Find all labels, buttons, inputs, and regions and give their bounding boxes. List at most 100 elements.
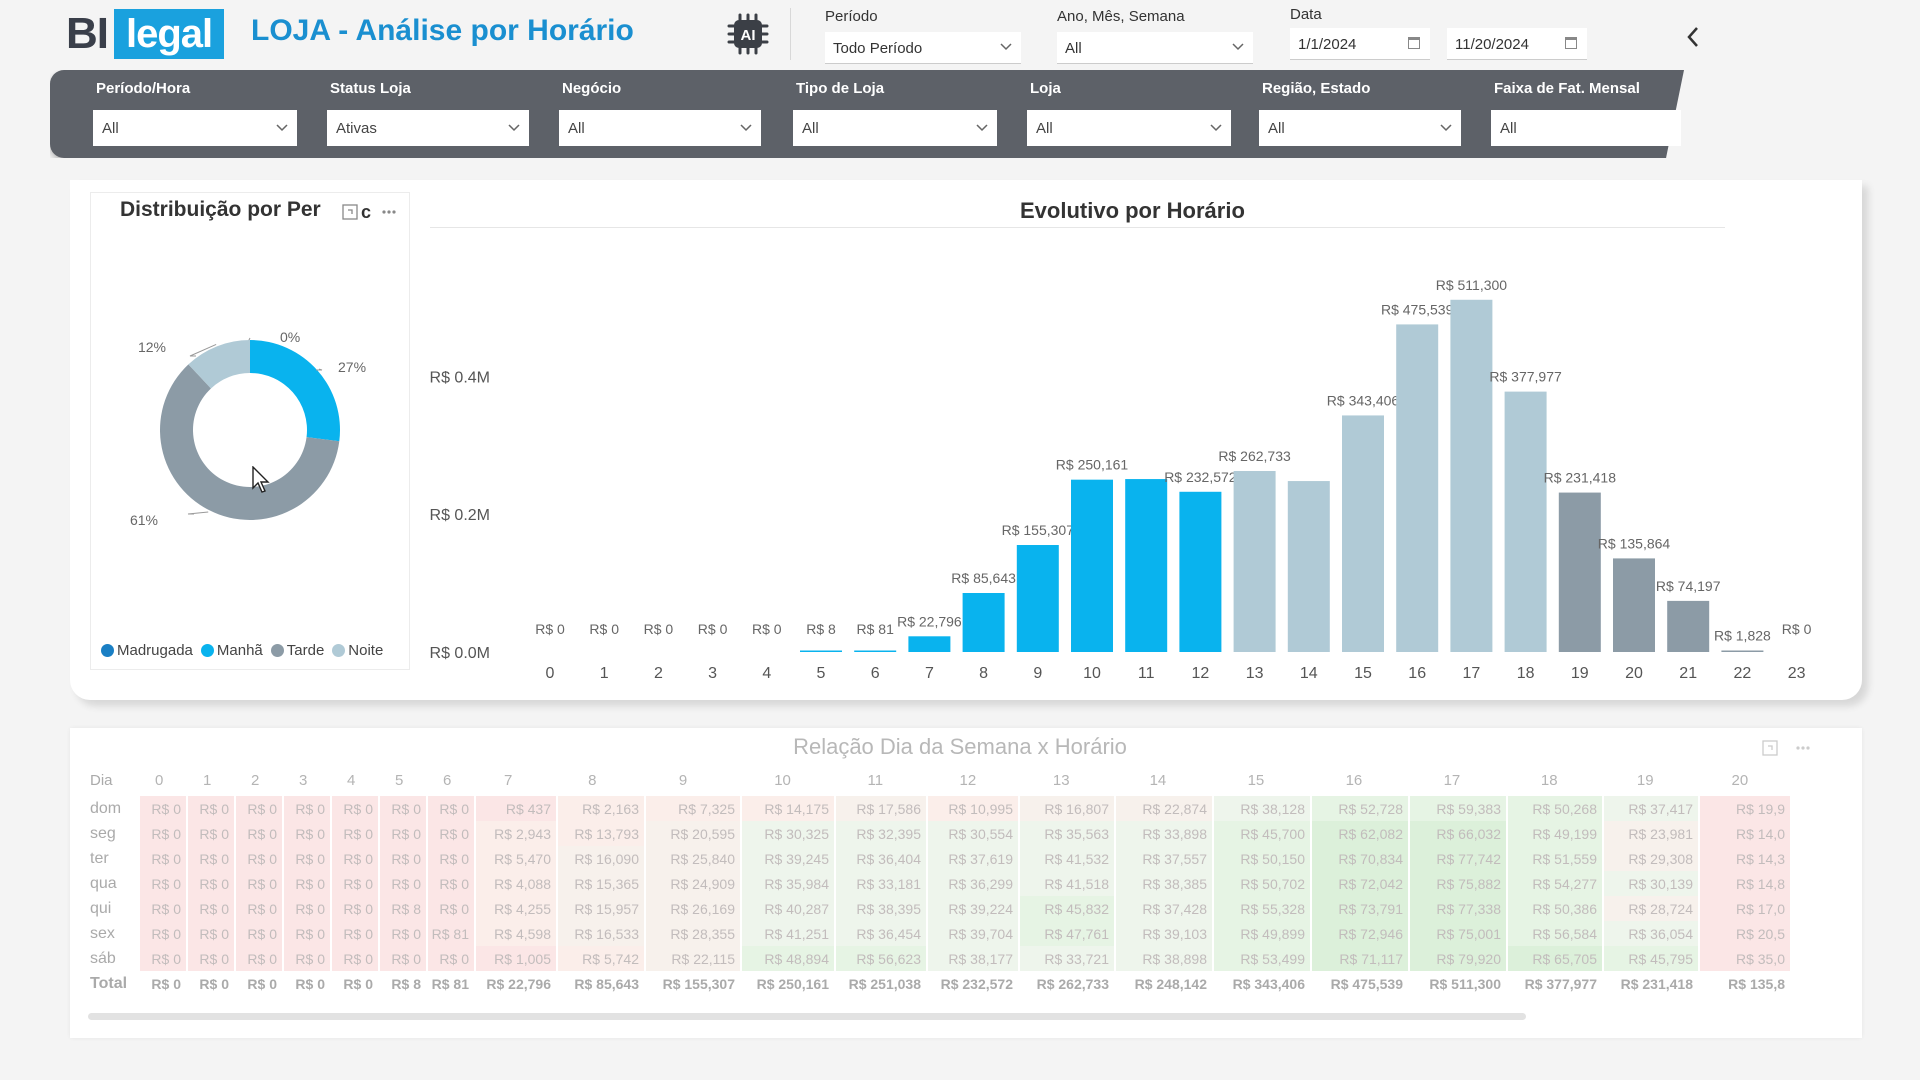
matrix-cell[interactable]: R$ 5,470 bbox=[476, 846, 556, 871]
matrix-column-header[interactable]: 13 bbox=[1052, 772, 1070, 789]
matrix-cell[interactable]: R$ 79,920 bbox=[1410, 946, 1506, 971]
matrix-cell[interactable]: R$ 53,499 bbox=[1214, 946, 1310, 971]
matrix-cell[interactable]: R$ 37,417 bbox=[1604, 796, 1698, 821]
matrix-cell[interactable]: R$ 251,038 bbox=[848, 976, 921, 992]
bar[interactable] bbox=[1613, 558, 1655, 652]
calendar-icon[interactable] bbox=[1565, 37, 1577, 49]
focus-mode-icon[interactable] bbox=[342, 204, 358, 220]
matrix-cell[interactable]: R$ 0 bbox=[284, 896, 330, 921]
date-start-input[interactable]: 1/1/2024 bbox=[1290, 28, 1430, 60]
matrix-cell[interactable]: R$ 231,418 bbox=[1620, 976, 1693, 992]
matrix-cell[interactable]: R$ 437 bbox=[476, 796, 556, 821]
matrix-cell[interactable]: R$ 5,742 bbox=[558, 946, 644, 971]
matrix-cell[interactable]: R$ 66,032 bbox=[1410, 821, 1506, 846]
matrix-cell[interactable]: R$ 4,598 bbox=[476, 921, 556, 946]
matrix-cell[interactable]: R$ 2,943 bbox=[476, 821, 556, 846]
matrix-cell[interactable]: R$ 50,702 bbox=[1214, 871, 1310, 896]
matrix-cell[interactable]: R$ 36,054 bbox=[1604, 921, 1698, 946]
matrix-cell[interactable]: R$ 0 bbox=[332, 821, 378, 846]
matrix-cell[interactable]: R$ 50,386 bbox=[1508, 896, 1602, 921]
matrix-cell[interactable]: R$ 20,595 bbox=[646, 821, 740, 846]
matrix-cell[interactable]: R$ 0 bbox=[332, 921, 378, 946]
matrix-cell[interactable]: R$ 0 bbox=[188, 821, 234, 846]
filter-dropdown[interactable]: All bbox=[559, 110, 761, 146]
matrix-cell[interactable]: R$ 0 bbox=[247, 976, 277, 992]
bar[interactable] bbox=[800, 650, 842, 653]
matrix-cell[interactable]: R$ 0 bbox=[332, 946, 378, 971]
matrix-cell[interactable]: R$ 22,115 bbox=[646, 946, 740, 971]
matrix-column-header[interactable]: 0 bbox=[155, 772, 164, 789]
matrix-cell[interactable]: R$ 49,199 bbox=[1508, 821, 1602, 846]
matrix-column-header[interactable]: 5 bbox=[395, 772, 404, 789]
matrix-column-header[interactable]: 10 bbox=[774, 772, 791, 789]
matrix-cell[interactable]: R$ 0 bbox=[284, 796, 330, 821]
matrix-cell[interactable]: R$ 85,643 bbox=[574, 976, 639, 992]
ai-chip-icon[interactable]: AI bbox=[726, 12, 770, 56]
matrix-column-header[interactable]: 16 bbox=[1345, 772, 1363, 789]
matrix-cell[interactable]: R$ 50,268 bbox=[1508, 796, 1602, 821]
matrix-cell[interactable]: R$ 25,840 bbox=[646, 846, 740, 871]
matrix-column-header[interactable]: 12 bbox=[959, 772, 977, 789]
matrix-cell[interactable]: R$ 32,395 bbox=[836, 821, 926, 846]
matrix-cell[interactable]: R$ 30,139 bbox=[1604, 871, 1698, 896]
matrix-cell[interactable]: R$ 54,277 bbox=[1508, 871, 1602, 896]
matrix-cell[interactable]: R$ 48,894 bbox=[742, 946, 834, 971]
matrix-column-header[interactable]: 3 bbox=[299, 772, 308, 789]
matrix-cell[interactable]: R$ 0 bbox=[236, 871, 282, 896]
matrix-cell[interactable]: R$ 0 bbox=[188, 921, 234, 946]
matrix-cell[interactable]: R$ 38,385 bbox=[1116, 871, 1212, 896]
matrix-column-header[interactable]: 4 bbox=[347, 772, 356, 789]
bar[interactable] bbox=[1233, 471, 1276, 652]
matrix-cell[interactable]: R$ 17,0 bbox=[1700, 896, 1790, 921]
matrix-row-header[interactable]: Dia bbox=[90, 772, 113, 789]
matrix-cell[interactable]: R$ 0 bbox=[140, 896, 186, 921]
matrix-cell[interactable]: R$ 0 bbox=[332, 796, 378, 821]
horizontal-scrollbar[interactable] bbox=[88, 1013, 1526, 1020]
matrix-cell[interactable]: R$ 0 bbox=[188, 946, 234, 971]
matrix-cell[interactable]: R$ 35,0 bbox=[1700, 946, 1790, 971]
matrix-cell[interactable]: R$ 0 bbox=[332, 896, 378, 921]
matrix-cell[interactable]: R$ 0 bbox=[295, 976, 325, 992]
matrix-cell[interactable]: R$ 13,793 bbox=[558, 821, 644, 846]
matrix-cell[interactable]: R$ 250,161 bbox=[756, 976, 829, 992]
matrix-cell[interactable]: R$ 37,557 bbox=[1116, 846, 1212, 871]
bar[interactable] bbox=[1450, 299, 1493, 652]
chevron-left-icon[interactable] bbox=[1682, 22, 1704, 52]
table-row[interactable]: sáb R$ 0 R$ 0 R$ 0 R$ 0 R$ 0 R$ 0 R$ 0 R$ 1,005 R… bbox=[80, 946, 1830, 971]
matrix-cell[interactable]: R$ 0 bbox=[140, 946, 186, 971]
bar[interactable] bbox=[1179, 491, 1222, 652]
matrix-cell[interactable]: R$ 45,795 bbox=[1604, 946, 1698, 971]
matrix-cell[interactable]: R$ 38,395 bbox=[836, 896, 926, 921]
matrix-cell[interactable]: R$ 0 bbox=[151, 976, 181, 992]
matrix-cell[interactable]: R$ 36,454 bbox=[836, 921, 926, 946]
matrix-cell[interactable]: R$ 24,909 bbox=[646, 871, 740, 896]
matrix-cell[interactable]: R$ 475,539 bbox=[1330, 976, 1403, 992]
more-options-icon[interactable] bbox=[382, 210, 396, 214]
matrix-cell[interactable]: R$ 14,3 bbox=[1700, 846, 1790, 871]
matrix-cell[interactable]: R$ 0 bbox=[284, 871, 330, 896]
matrix-cell[interactable]: R$ 75,882 bbox=[1410, 871, 1506, 896]
matrix-cell[interactable]: R$ 16,807 bbox=[1020, 796, 1114, 821]
matrix-cell[interactable]: R$ 59,383 bbox=[1410, 796, 1506, 821]
table-row[interactable]: seg R$ 0 R$ 0 R$ 0 R$ 0 R$ 0 R$ 0 R$ 0 R$ 2,943 R… bbox=[80, 821, 1830, 846]
bar[interactable] bbox=[1558, 492, 1601, 652]
bar[interactable] bbox=[908, 636, 951, 652]
bar[interactable] bbox=[1342, 415, 1384, 652]
matrix-cell[interactable]: R$ 0 bbox=[284, 846, 330, 871]
matrix-cell[interactable]: R$ 0 bbox=[332, 871, 378, 896]
matrix-column-header[interactable]: 17 bbox=[1443, 772, 1461, 789]
filter-dropdown[interactable]: All bbox=[1491, 110, 1681, 146]
matrix-cell[interactable]: R$ 0 bbox=[380, 796, 426, 821]
matrix-cell[interactable]: R$ 75,001 bbox=[1410, 921, 1506, 946]
matrix-cell[interactable]: R$ 45,832 bbox=[1020, 896, 1114, 921]
donut-chart[interactable]: 0% 27% 61% 12% bbox=[130, 310, 370, 550]
matrix-cell[interactable]: R$ 73,791 bbox=[1312, 896, 1408, 921]
matrix-cell[interactable]: R$ 0 bbox=[284, 946, 330, 971]
matrix-cell[interactable]: R$ 39,224 bbox=[928, 896, 1018, 921]
table-row[interactable]: sex R$ 0 R$ 0 R$ 0 R$ 0 R$ 0 R$ 0 R$ 81 R$ 4,598… bbox=[80, 921, 1830, 946]
matrix-cell[interactable]: R$ 77,338 bbox=[1410, 896, 1506, 921]
bar[interactable] bbox=[854, 650, 897, 653]
matrix-cell[interactable]: R$ 7,325 bbox=[646, 796, 740, 821]
matrix-cell[interactable]: R$ 33,898 bbox=[1116, 821, 1212, 846]
matrix-cell[interactable]: R$ 22,796 bbox=[486, 976, 551, 992]
